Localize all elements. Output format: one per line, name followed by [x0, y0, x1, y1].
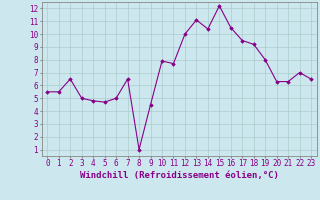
X-axis label: Windchill (Refroidissement éolien,°C): Windchill (Refroidissement éolien,°C) [80, 171, 279, 180]
